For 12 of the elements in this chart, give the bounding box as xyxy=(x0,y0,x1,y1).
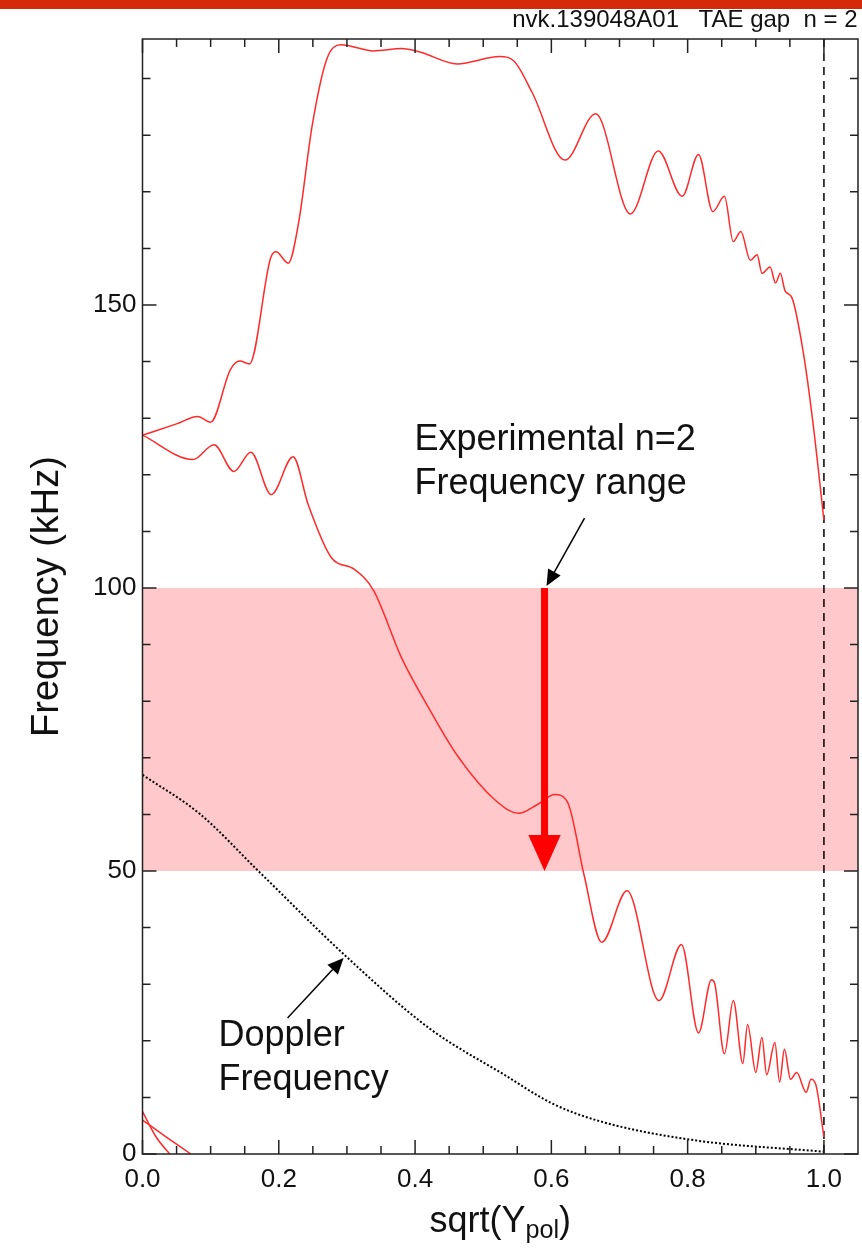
x-tick-label: 0.6 xyxy=(533,1162,570,1193)
y-tick-label: 100 xyxy=(93,571,137,602)
y-tick-label: 50 xyxy=(107,854,137,885)
x-tick-label: 0.2 xyxy=(260,1162,297,1193)
annotation: Experimental n=2 Frequency range xyxy=(414,416,696,502)
y-axis-title: Frequency (kHz) xyxy=(24,456,67,737)
chart-title: nvk.139048A01 TAE gap n = 2 xyxy=(512,4,858,32)
annotation: Doppler Frequency xyxy=(218,1012,389,1098)
x-tick-label: 0.4 xyxy=(396,1162,434,1193)
y-tick-label: 150 xyxy=(93,288,137,319)
x-tick-label: 0.8 xyxy=(669,1162,706,1193)
x-tick-label: 1.0 xyxy=(805,1162,843,1193)
